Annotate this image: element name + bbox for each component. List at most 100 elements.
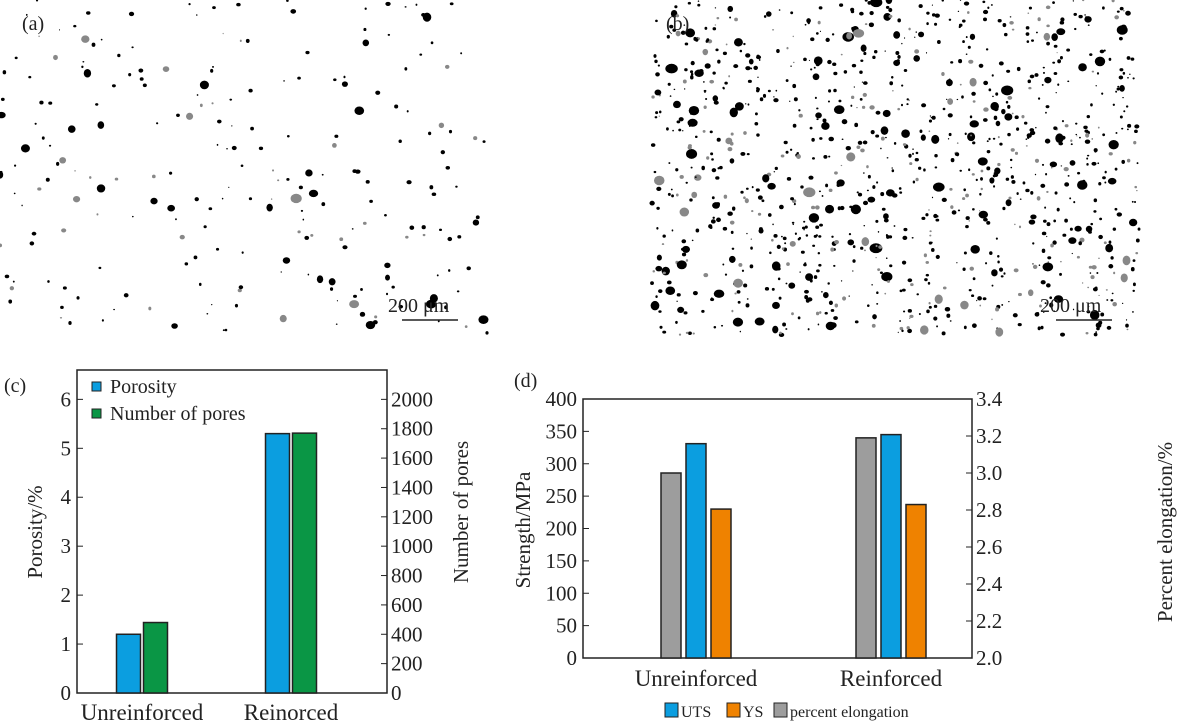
- pore: [683, 311, 688, 315]
- pore: [1098, 257, 1100, 260]
- pore: [1084, 129, 1089, 133]
- pore: [179, 234, 185, 240]
- pore: [436, 274, 439, 277]
- pore: [429, 294, 438, 303]
- pore: [142, 83, 147, 88]
- pore: [123, 293, 129, 298]
- pore: [286, 135, 290, 138]
- pore: [862, 140, 868, 145]
- pore: [1037, 17, 1041, 22]
- pore: [743, 131, 747, 135]
- pore: [680, 30, 686, 35]
- pore: [1108, 264, 1114, 269]
- pore: [845, 145, 852, 151]
- pore: [28, 75, 32, 79]
- pore: [353, 294, 357, 298]
- pore: [995, 237, 998, 240]
- pore: [946, 313, 951, 318]
- pore: [915, 177, 919, 182]
- pore: [1025, 26, 1030, 30]
- pore: [986, 166, 991, 171]
- pore: [811, 137, 815, 142]
- bar-porosity: [264, 432, 291, 694]
- pore: [816, 118, 819, 121]
- pore: [1060, 135, 1066, 140]
- pore: [889, 264, 893, 268]
- pore: [715, 48, 719, 52]
- pore: [1130, 57, 1135, 61]
- legend: Porosity Number of pores: [91, 376, 246, 425]
- pore: [931, 4, 933, 6]
- pore: [748, 58, 754, 65]
- pore: [956, 262, 958, 264]
- pore: [778, 296, 782, 300]
- pore: [710, 219, 716, 224]
- pore: [1025, 188, 1030, 193]
- pore: [764, 287, 770, 291]
- pore: [96, 184, 106, 193]
- pore: [818, 190, 821, 193]
- pore: [81, 35, 90, 43]
- pore: [1127, 76, 1129, 79]
- pore: [965, 193, 969, 198]
- pore: [924, 278, 928, 282]
- pore: [659, 325, 663, 329]
- pore: [653, 54, 657, 58]
- pore: [828, 136, 834, 142]
- pore: [656, 206, 660, 210]
- pore: [825, 183, 829, 188]
- pore: [676, 260, 687, 270]
- pore: [778, 9, 781, 11]
- pore: [810, 37, 815, 42]
- pore: [1045, 5, 1051, 10]
- pore: [763, 15, 767, 18]
- pore: [830, 247, 835, 252]
- pore: [31, 231, 37, 236]
- pore: [690, 60, 695, 66]
- pore: [730, 230, 734, 235]
- pore: [1105, 243, 1114, 253]
- pore: [751, 210, 754, 213]
- pore: [733, 64, 739, 69]
- pore: [1046, 190, 1049, 194]
- pore: [91, 42, 96, 47]
- pore: [712, 95, 719, 102]
- pore: [1086, 310, 1091, 314]
- pore: [1036, 196, 1041, 201]
- y-tick-label: 4: [61, 485, 72, 509]
- pore: [833, 316, 838, 321]
- y2-tick-label: 0: [391, 681, 402, 705]
- pore: [655, 19, 658, 23]
- pore: [706, 156, 710, 160]
- pore: [982, 118, 988, 122]
- pore: [762, 93, 767, 98]
- pore: [72, 195, 81, 203]
- pore: [1025, 138, 1028, 140]
- pore: [799, 271, 801, 273]
- bar-porosity: [115, 633, 142, 694]
- pore: [222, 32, 224, 35]
- pore: [1091, 70, 1095, 73]
- pore: [757, 195, 763, 200]
- pore: [342, 245, 348, 250]
- pore: [731, 247, 735, 250]
- pore: [985, 48, 989, 51]
- pore: [1014, 115, 1019, 120]
- pore: [1041, 248, 1046, 253]
- pore: [956, 142, 959, 145]
- pore: [786, 46, 789, 50]
- pore: [914, 49, 920, 54]
- pore: [946, 98, 948, 100]
- pore: [1030, 214, 1037, 220]
- pore: [438, 122, 445, 129]
- pore: [387, 33, 391, 36]
- pore: [725, 43, 728, 46]
- pore: [803, 263, 807, 267]
- pore: [791, 221, 795, 224]
- pore: [690, 72, 694, 76]
- pore: [9, 286, 15, 291]
- pore: [674, 5, 678, 9]
- pore: [710, 297, 715, 302]
- porosity-chart: (c) 0 1 2 3 4 5 6 0 200 400 600 800 1000 1200 1400 1600…: [4, 369, 473, 722]
- pore: [1057, 83, 1060, 86]
